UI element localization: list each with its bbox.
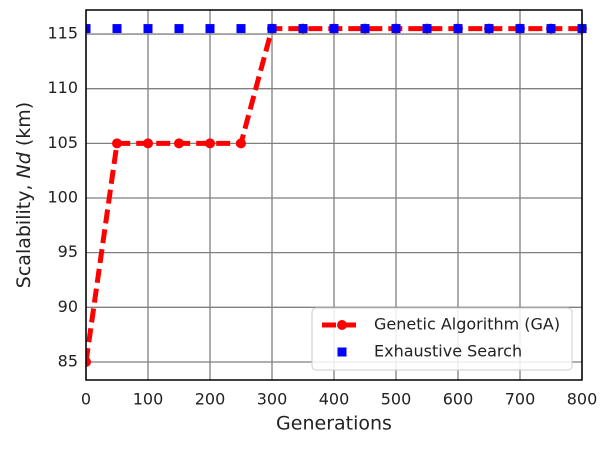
marker [86, 356, 91, 367]
x-tick-label: 300 [257, 390, 288, 409]
x-tick-label: 400 [319, 390, 350, 409]
legend-box [311, 307, 573, 371]
x-tick-label: 500 [381, 390, 412, 409]
y-tick-label: 100 [47, 188, 78, 207]
y-label-part: (km) [13, 102, 35, 152]
y-tick-label: 115 [47, 24, 78, 43]
plot-frame [85, 9, 583, 381]
marker [546, 24, 556, 34]
marker [205, 24, 215, 34]
marker [205, 138, 215, 149]
x-tick-label: 100 [133, 390, 164, 409]
marker [515, 24, 525, 34]
marker [174, 138, 184, 149]
marker [112, 24, 122, 34]
y-tick-label: 105 [47, 133, 78, 152]
y-label-part: Scalability, [13, 178, 35, 288]
marker [360, 24, 370, 34]
x-tick-label: 800 [567, 390, 598, 409]
marker [174, 24, 184, 34]
x-tick-label: 700 [505, 390, 536, 409]
legend-marker [337, 347, 347, 357]
marker [298, 24, 308, 34]
marker [112, 138, 122, 149]
y-label-part: Nd [13, 151, 35, 178]
legend-marker [337, 320, 347, 330]
marker [453, 24, 463, 34]
marker [236, 24, 246, 34]
marker [86, 24, 91, 34]
legend-label: Exhaustive Search [374, 342, 522, 361]
x-tick-label: 200 [195, 390, 226, 409]
marker [267, 24, 277, 34]
y-tick-label: 95 [58, 242, 78, 261]
y-tick-label: 90 [58, 297, 78, 316]
series [86, 24, 587, 34]
y-axis-label: Scalability, Nd (km) [13, 102, 35, 288]
y-tick-label: 110 [47, 78, 78, 97]
marker [143, 24, 153, 34]
marker [236, 138, 246, 149]
marker [329, 24, 339, 34]
legend-label: Genetic Algorithm (GA) [374, 315, 560, 334]
marker [422, 24, 432, 34]
x-tick-label: 600 [443, 390, 474, 409]
x-tick-label: 0 [81, 390, 91, 409]
marker [484, 24, 494, 34]
marker [391, 24, 401, 34]
marker [143, 138, 153, 149]
x-axis-label: Generations [276, 413, 392, 435]
y-tick-label: 85 [58, 351, 78, 370]
